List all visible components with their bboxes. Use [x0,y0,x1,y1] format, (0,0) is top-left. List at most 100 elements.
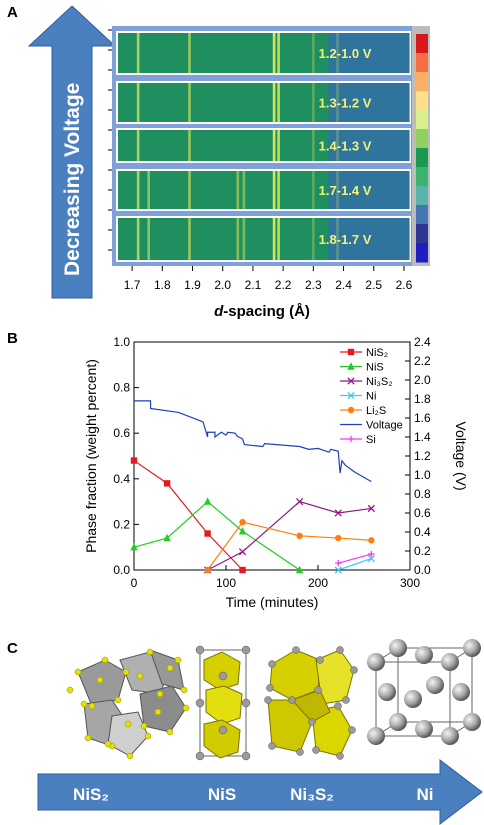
diffraction-line [277,130,280,161]
legend: NiS₂ NiS Ni₃S₂ Ni Li₂S Voltage Si [340,347,403,446]
diffraction-line [277,218,280,260]
data-point [204,530,211,537]
series [204,518,375,574]
diffraction-line [272,33,276,73]
diffraction-line [312,171,315,209]
x-tick-label: 300 [400,576,420,590]
series [130,457,246,574]
arrow-label-nis: NiS [208,785,236,804]
y2-tick-label: 0.2 [414,544,431,558]
data-point [295,565,304,574]
y-axis-label: Phase fraction (weight percent) [83,359,99,553]
diffraction-line [236,218,240,260]
diffraction-line [336,171,339,209]
panel-a-xtick-label: 2.2 [275,278,292,292]
colorbar-segment [416,148,428,168]
diffraction-line [312,33,315,73]
y2-tick-label: 0.0 [414,563,431,577]
strip-range-label: 1.3-1.2 V [319,96,372,111]
y-tick-label: 1.0 [113,335,130,349]
nis-structure-image [195,645,251,761]
heatmap-strip-fade [328,171,410,209]
data-point [347,406,355,414]
series-line [133,460,243,571]
data-point [238,527,247,535]
legend-label: NiS₂ [366,347,388,359]
panel-a-xlabel: d-spacing (Å) [214,303,310,320]
data-point [368,537,375,544]
diffraction-line [147,171,151,209]
y2-tick-label: 2.0 [414,373,431,387]
data-point [239,566,246,574]
data-point [347,348,355,356]
panel-b-letter: B [7,330,18,347]
data-point [203,497,212,505]
y-tick-label: 0.4 [113,472,130,486]
colorbar-segment [416,186,428,206]
data-point [335,559,342,567]
diffraction-line [312,83,315,122]
y2-tick-label: 1.2 [414,449,431,463]
diffraction-line [188,33,191,73]
diffraction-line [277,33,280,73]
panel-a-xticks: 1.7 1.8 1.9 2.0 2.1 2.2 2.3 2.4 2.5 2.6 [108,29,413,292]
panel-a-xtick-label: 2.3 [305,278,322,292]
decreasing-voltage-label: Decreasing Voltage [61,83,84,276]
panel-a-xtick-label: 2.1 [245,278,262,292]
phase-progression-arrow [37,758,483,825]
colorbar [416,34,428,263]
y2-tick-label: 1.4 [414,430,431,444]
data-point [163,533,171,542]
panel-a-xtick-label: 1.7 [124,278,141,292]
series [334,554,376,574]
diffraction-line [336,83,339,122]
legend-label: Ni₃S₂ [366,376,392,388]
panel-a-xtick-label: 2.6 [396,278,413,292]
arrow-label-ni3s2: Ni₃S₂ [290,785,334,804]
strip-range-label: 1.8-1.7 V [319,232,372,247]
y-tick-label: 0.0 [113,563,130,577]
y2-tick-label: 0.6 [414,506,431,520]
diffraction-line [188,130,191,161]
series [134,400,372,483]
diffraction-line [312,218,315,260]
diffraction-line [312,130,315,161]
heatmap-strip-fade [328,218,410,260]
y-tick-label: 0.6 [113,426,130,440]
colorbar-segment [416,129,428,149]
series [130,497,304,574]
legend-label: Ni [366,391,376,403]
diffraction-line [136,130,140,161]
diffraction-line [136,171,140,209]
x-tick-label: 0 [131,576,138,590]
data-point [347,391,355,400]
diffraction-line [277,83,280,122]
data-point [347,435,355,443]
strip-range-label: 1.4-1.3 V [319,139,372,154]
diffraction-line [147,218,151,260]
heatmap-strip-fade [328,83,410,122]
diffraction-line [188,83,191,122]
diffraction-line [336,33,339,73]
colorbar-segment [416,167,428,187]
colorbar-segment [416,53,428,73]
y2-tick-label: 1.6 [414,411,431,425]
panel-a-xtick-label: 2.4 [335,278,352,292]
y2-tick-label: 2.4 [414,335,431,349]
y2-tick-label: 2.2 [414,354,431,368]
series [335,550,375,567]
diffraction-line [136,218,140,260]
y2-axis-label: Voltage (V) [453,421,469,490]
data-point [130,543,138,551]
data-point [347,377,355,385]
arrow-label-nis2: NiS₂ [73,785,109,804]
diffraction-line [336,130,339,161]
diffraction-line [272,218,276,260]
y2-tick-label: 1.0 [414,468,431,482]
diffraction-line [242,218,246,260]
x-axis-label: Time (minutes) [226,594,319,610]
ni3s2-structure-image [264,646,358,760]
decreasing-voltage-arrow [27,5,117,299]
data-point [238,548,247,556]
colorbar-segment [416,110,428,130]
